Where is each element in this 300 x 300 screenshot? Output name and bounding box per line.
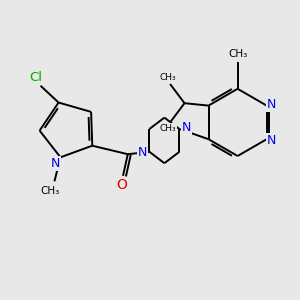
Text: N: N <box>267 134 276 147</box>
Text: CH₃: CH₃ <box>40 186 59 196</box>
Text: CH₃: CH₃ <box>159 74 176 82</box>
Text: N: N <box>267 98 276 111</box>
Text: Cl: Cl <box>29 71 42 84</box>
Text: N: N <box>51 157 60 170</box>
Text: N: N <box>182 121 191 134</box>
Text: N: N <box>137 146 147 160</box>
Text: CH₃: CH₃ <box>159 124 176 133</box>
Text: O: O <box>116 178 127 192</box>
Text: CH₃: CH₃ <box>228 49 247 59</box>
